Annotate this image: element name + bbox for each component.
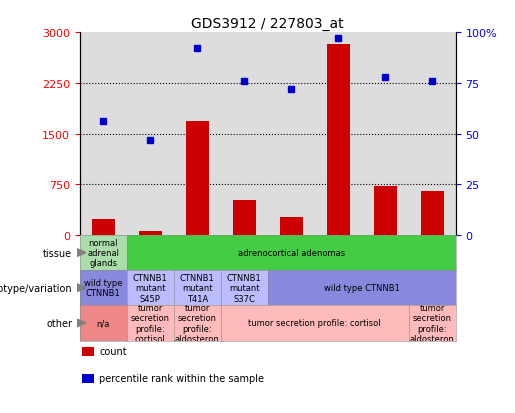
Bar	[127, 33, 174, 235]
Bar	[280, 217, 303, 235]
Text: tumor
secretion
profile:
aldosteron: tumor secretion profile: aldosteron	[410, 303, 455, 343]
Polygon shape	[77, 284, 86, 292]
Text: CTNNB1
mutant
S45P: CTNNB1 mutant S45P	[133, 273, 168, 303]
Text: genotype/variation: genotype/variation	[0, 283, 72, 293]
Text: adrenocortical adenomas: adrenocortical adenomas	[238, 249, 345, 257]
Polygon shape	[77, 249, 86, 257]
Bar	[409, 33, 456, 235]
Bar	[92, 220, 115, 235]
Text: normal
adrenal
glands: normal adrenal glands	[88, 238, 119, 268]
Text: other: other	[46, 318, 72, 328]
Text: tumor
secretion
profile:
aldosteron: tumor secretion profile: aldosteron	[175, 303, 220, 343]
Bar	[268, 33, 315, 235]
Bar	[362, 33, 409, 235]
Text: CTNNB1
mutant
S37C: CTNNB1 mutant S37C	[227, 273, 262, 303]
Bar	[373, 186, 397, 235]
Text: CTNNB1
mutant
T41A: CTNNB1 mutant T41A	[180, 273, 215, 303]
Text: count: count	[99, 346, 127, 356]
Bar	[221, 33, 268, 235]
Bar	[315, 33, 362, 235]
Title: GDS3912 / 227803_at: GDS3912 / 227803_at	[192, 17, 344, 31]
Bar	[233, 200, 256, 235]
Bar	[80, 33, 127, 235]
Text: n/a: n/a	[97, 319, 110, 328]
Text: percentile rank within the sample: percentile rank within the sample	[99, 373, 264, 383]
Text: wild type CTNNB1: wild type CTNNB1	[324, 284, 400, 292]
Bar	[185, 122, 209, 235]
Text: tumor
secretion
profile:
cortisol: tumor secretion profile: cortisol	[131, 303, 170, 343]
Bar	[327, 45, 350, 235]
Text: tumor secretion profile: cortisol: tumor secretion profile: cortisol	[248, 319, 381, 328]
Bar	[421, 192, 444, 235]
Bar	[174, 33, 221, 235]
Text: tissue: tissue	[43, 248, 72, 258]
Bar	[139, 232, 162, 235]
Polygon shape	[77, 319, 86, 327]
Text: wild type
CTNNB1: wild type CTNNB1	[84, 278, 123, 298]
